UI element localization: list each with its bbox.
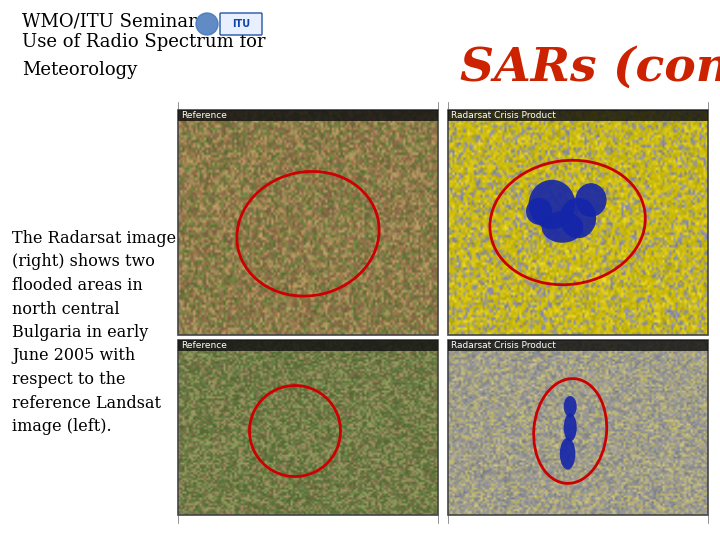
Ellipse shape bbox=[564, 414, 577, 442]
Ellipse shape bbox=[526, 198, 552, 225]
Bar bbox=[178, 110, 438, 335]
FancyBboxPatch shape bbox=[220, 13, 262, 35]
Bar bbox=[448, 110, 708, 121]
Ellipse shape bbox=[541, 211, 583, 243]
Text: Radarsat Crisis Product: Radarsat Crisis Product bbox=[451, 111, 556, 120]
Bar bbox=[448, 340, 708, 351]
Bar bbox=[448, 110, 708, 335]
Text: Use of Radio Spectrum for: Use of Radio Spectrum for bbox=[22, 33, 266, 51]
Text: Reference: Reference bbox=[181, 341, 227, 350]
Text: WMO/ITU Seminar: WMO/ITU Seminar bbox=[22, 13, 197, 31]
Circle shape bbox=[196, 13, 218, 35]
Ellipse shape bbox=[564, 396, 577, 417]
Text: ITU: ITU bbox=[232, 19, 250, 29]
Text: Radarsat Crisis Product: Radarsat Crisis Product bbox=[451, 341, 556, 350]
Text: The Radarsat image
(right) shows two
flooded areas in
north central
Bulgaria in : The Radarsat image (right) shows two flo… bbox=[12, 230, 176, 435]
Ellipse shape bbox=[528, 180, 575, 230]
Bar bbox=[178, 340, 438, 351]
Text: Meteorology: Meteorology bbox=[22, 61, 138, 79]
Ellipse shape bbox=[560, 438, 575, 469]
Text: SARs (cont.): SARs (cont.) bbox=[460, 45, 720, 91]
Bar bbox=[178, 340, 438, 515]
Ellipse shape bbox=[560, 198, 596, 238]
Ellipse shape bbox=[575, 183, 606, 217]
Bar bbox=[178, 110, 438, 121]
Text: Reference: Reference bbox=[181, 111, 227, 120]
Bar bbox=[448, 340, 708, 515]
